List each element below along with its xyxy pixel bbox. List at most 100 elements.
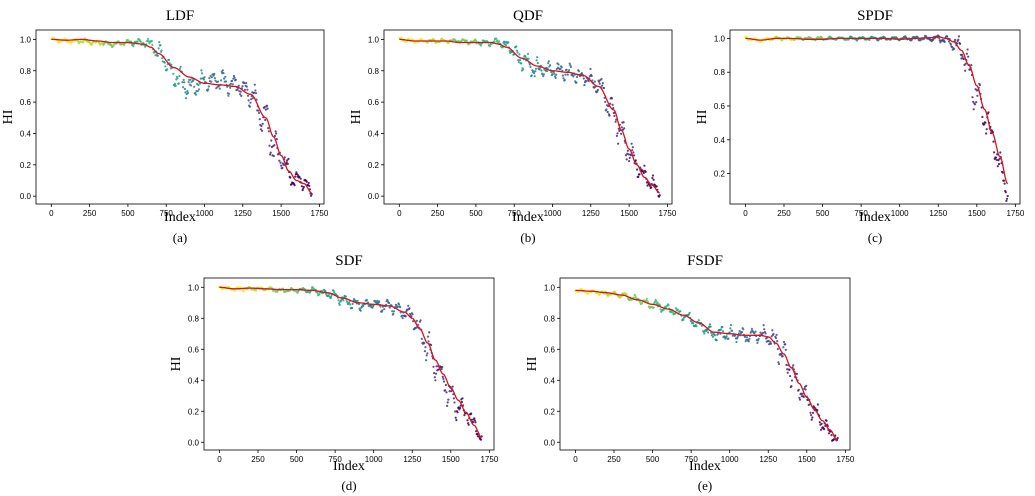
data-point xyxy=(1003,182,1006,185)
data-point xyxy=(529,65,532,68)
data-point xyxy=(254,89,257,92)
data-point xyxy=(644,170,647,173)
data-point xyxy=(229,82,232,85)
plot-frame xyxy=(383,29,673,205)
data-point xyxy=(727,337,730,340)
data-point xyxy=(231,83,234,86)
data-point xyxy=(305,180,308,183)
x-tick-label: 1250 xyxy=(759,455,777,464)
y-tick-label: 0.8 xyxy=(714,68,726,77)
data-point xyxy=(784,343,787,346)
data-point xyxy=(964,69,967,72)
data-point xyxy=(634,159,637,162)
data-point xyxy=(90,43,93,47)
y-tick-label: 0.2 xyxy=(714,170,726,179)
data-point xyxy=(496,39,499,42)
data-point xyxy=(448,390,451,393)
y-tick-label: 0.0 xyxy=(368,192,380,201)
data-point xyxy=(549,64,552,67)
data-point xyxy=(330,295,333,298)
data-point xyxy=(455,419,458,422)
data-point xyxy=(598,80,601,83)
data-point xyxy=(656,301,659,304)
data-point xyxy=(612,107,615,110)
y-tick-label: 0.2 xyxy=(368,161,380,170)
data-point xyxy=(984,121,987,124)
fitted-curve xyxy=(745,36,1009,185)
data-point xyxy=(183,81,186,84)
data-point xyxy=(296,291,299,294)
chart-panel-ldf: LDF 0 250 500 750 1000 1250 1500 1750 0.0 0.2 0.4 0.… xyxy=(1,8,329,245)
data-point xyxy=(433,372,436,375)
x-tick-label: 1000 xyxy=(196,209,214,218)
data-point xyxy=(542,75,545,78)
data-point xyxy=(554,76,557,79)
data-point xyxy=(201,72,204,75)
data-point xyxy=(769,342,773,345)
data-point xyxy=(232,74,235,78)
data-point xyxy=(715,339,718,342)
data-point xyxy=(527,57,530,60)
data-point xyxy=(1001,171,1004,174)
data-point xyxy=(222,71,225,75)
data-point xyxy=(652,178,655,181)
data-point xyxy=(246,94,250,97)
data-point xyxy=(453,401,456,404)
data-point xyxy=(585,80,588,83)
data-point xyxy=(189,84,193,87)
data-point xyxy=(260,124,263,128)
data-point xyxy=(667,304,670,307)
data-point xyxy=(631,149,634,152)
data-point xyxy=(273,134,277,137)
data-point xyxy=(952,47,956,51)
data-point xyxy=(973,103,977,106)
data-point xyxy=(194,91,197,95)
data-point xyxy=(970,64,973,67)
x-tick-label: 750 xyxy=(328,455,342,464)
plot-frame xyxy=(729,29,1021,205)
data-point xyxy=(729,324,733,327)
data-point xyxy=(423,350,426,353)
data-point xyxy=(430,343,433,347)
data-point xyxy=(415,319,418,322)
data-point xyxy=(721,330,725,333)
y-tick-label: 0.2 xyxy=(544,407,556,416)
data-point xyxy=(639,301,642,304)
data-point xyxy=(281,166,284,169)
data-point xyxy=(524,55,527,59)
data-point xyxy=(258,118,261,121)
data-point xyxy=(285,161,288,164)
data-point xyxy=(161,57,164,60)
x-tick-label: 250 xyxy=(607,455,621,464)
data-point xyxy=(1002,179,1006,182)
data-point xyxy=(516,51,519,54)
data-point xyxy=(187,81,190,84)
data-point xyxy=(1004,191,1007,194)
data-point xyxy=(136,40,139,43)
data-point xyxy=(966,48,969,51)
data-point xyxy=(123,43,126,47)
data-point xyxy=(631,146,634,149)
data-point xyxy=(186,90,189,93)
data-point xyxy=(338,303,341,306)
data-point xyxy=(297,174,300,177)
x-tick-label: 1750 xyxy=(836,455,854,464)
data-point xyxy=(972,108,975,111)
data-point xyxy=(356,299,359,302)
data-point xyxy=(459,406,462,410)
data-point xyxy=(636,168,639,171)
y-tick-label: 0.6 xyxy=(20,98,32,107)
data-point xyxy=(451,385,454,388)
data-point xyxy=(446,404,449,407)
data-point xyxy=(365,298,368,302)
panel-caption: (b) xyxy=(520,230,535,245)
data-point xyxy=(738,329,741,333)
data-point xyxy=(976,94,979,97)
data-point xyxy=(627,153,630,156)
data-point xyxy=(274,130,277,133)
data-point xyxy=(493,40,496,43)
data-point xyxy=(178,75,181,78)
data-point xyxy=(811,411,815,414)
data-point xyxy=(536,61,539,65)
data-point xyxy=(224,75,227,78)
